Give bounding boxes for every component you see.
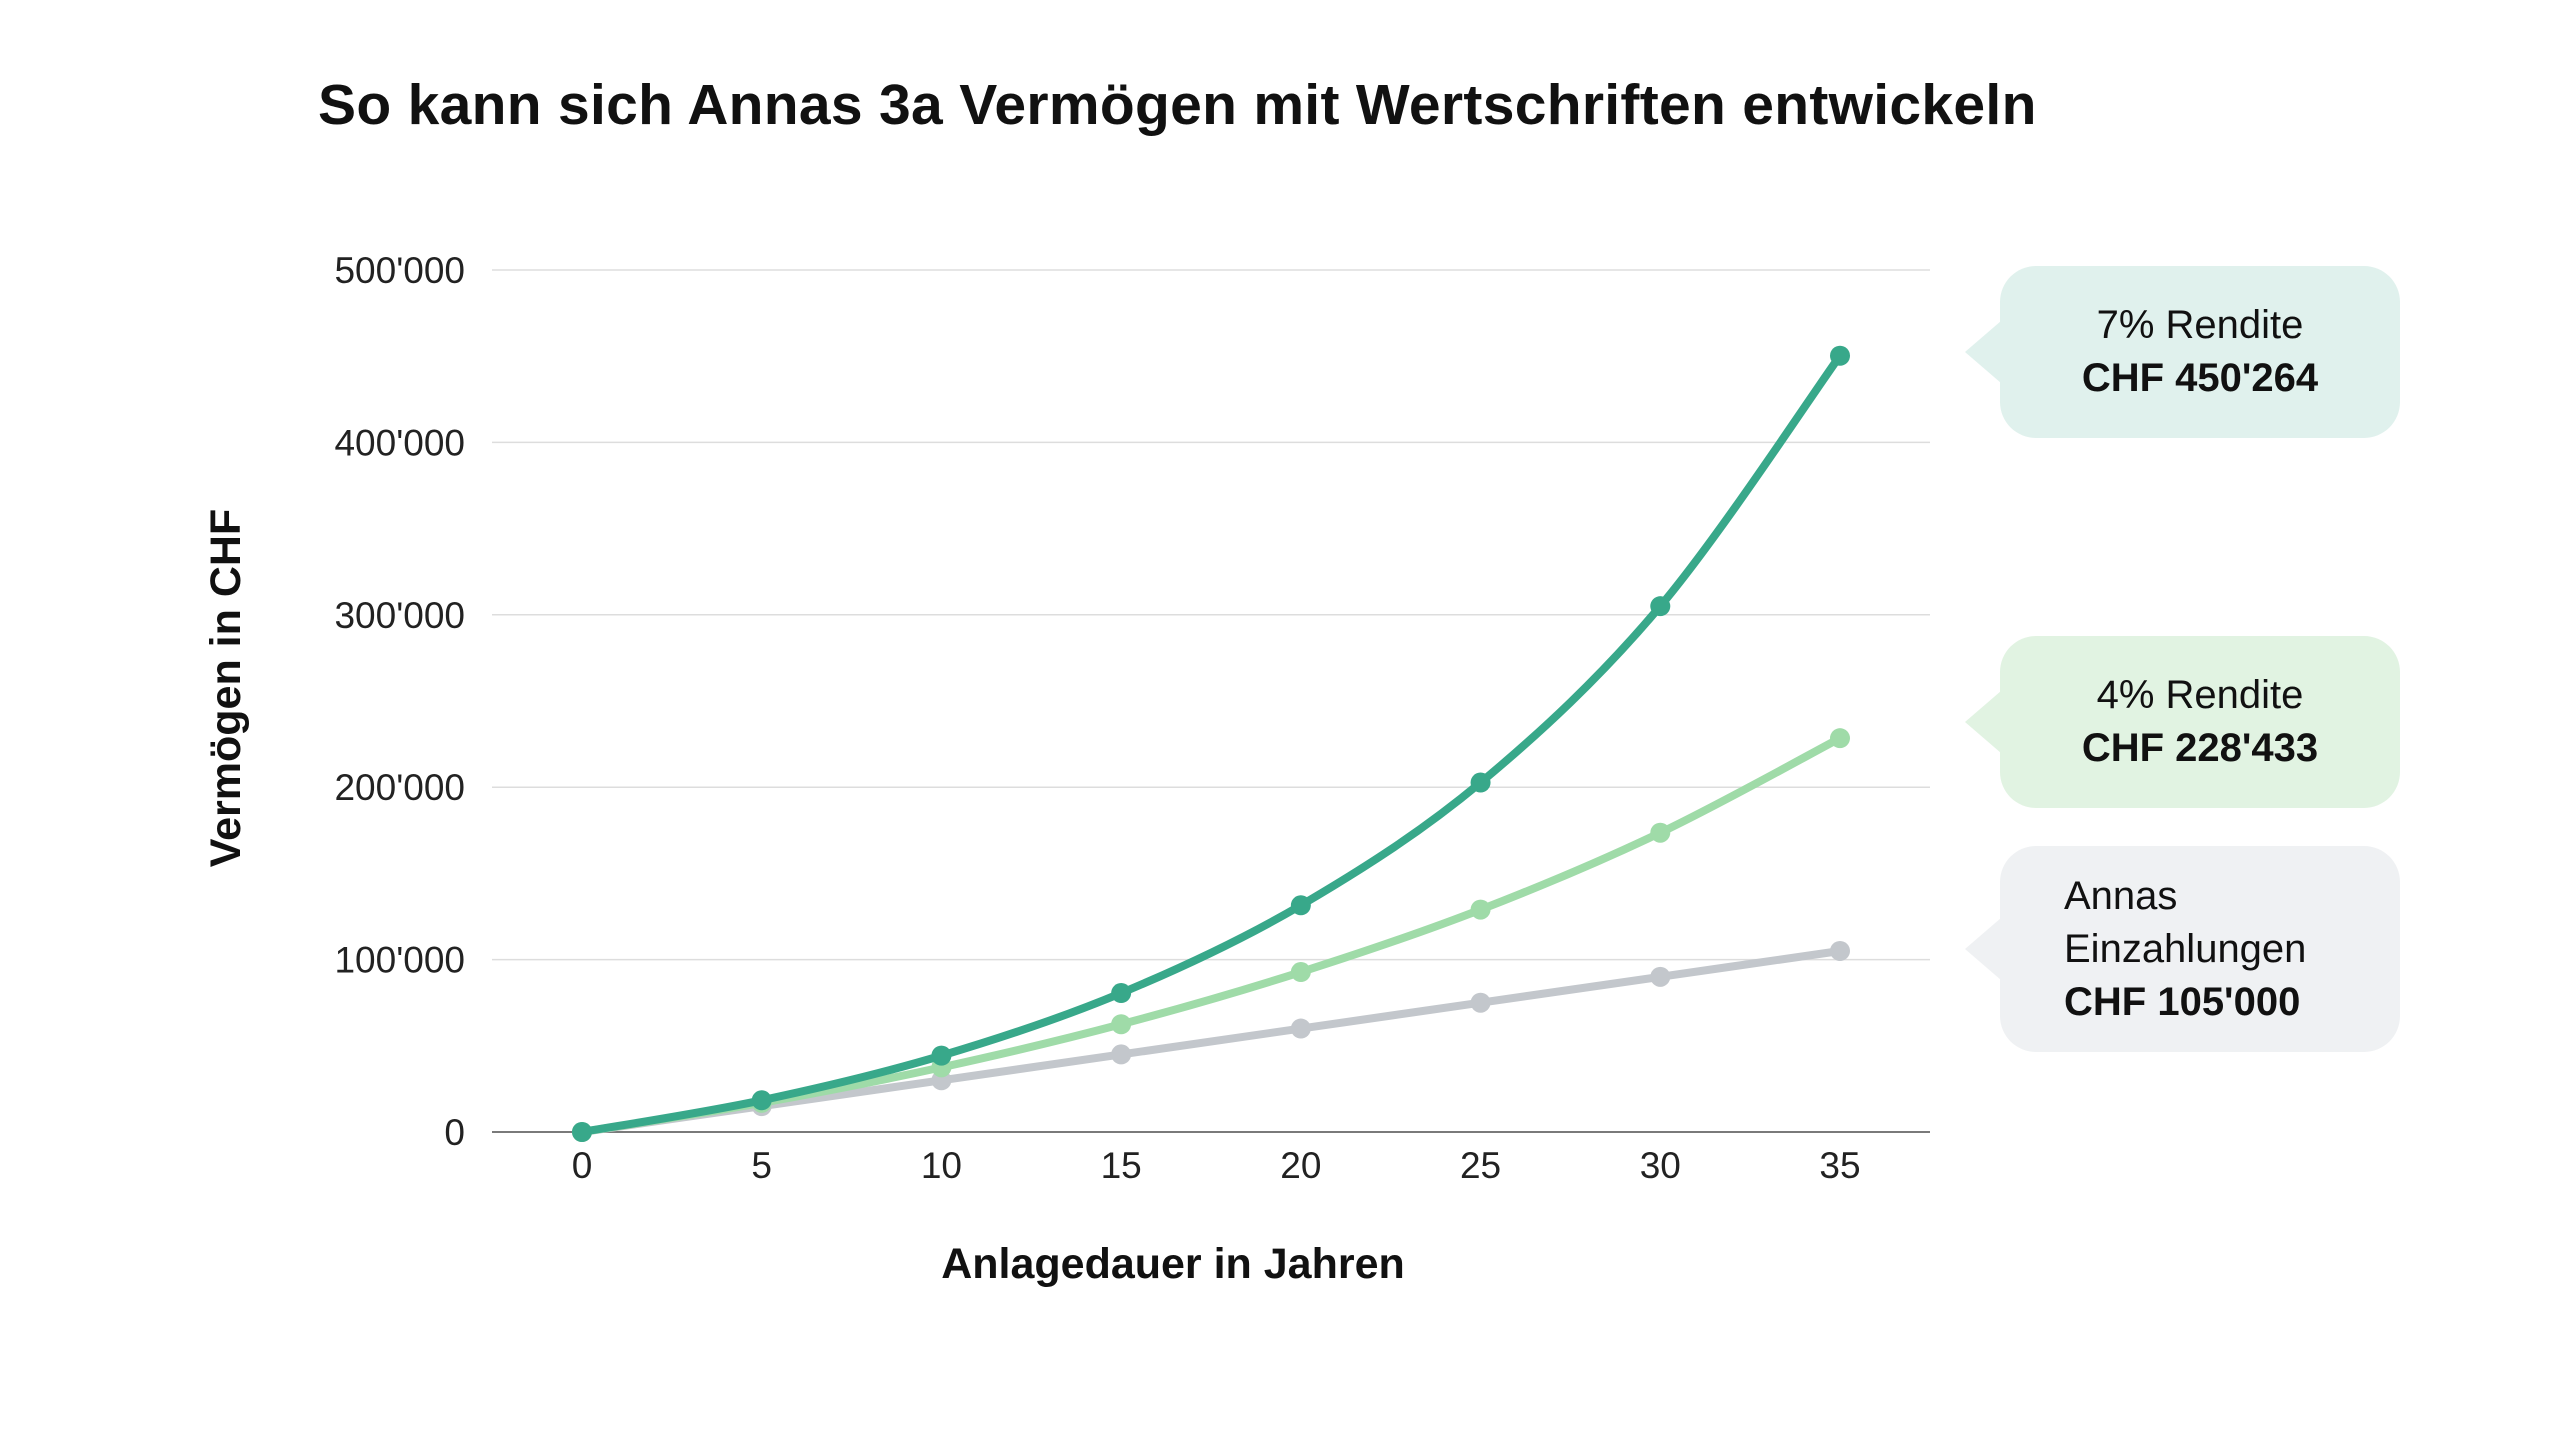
callout-value: CHF 450'264: [2081, 356, 2319, 400]
y-tick-label: 500'000: [334, 250, 465, 291]
series-r4: [572, 728, 1850, 1142]
data-point: [1830, 345, 1850, 366]
data-point: [572, 1122, 592, 1142]
y-tick-label: 400'000: [334, 422, 465, 463]
callout-value: CHF 105'000: [2064, 979, 2301, 1024]
y-tick-label: 200'000: [334, 767, 465, 808]
data-point: [1290, 962, 1311, 983]
data-point: [1290, 895, 1311, 916]
callout-label: 4% Rendite: [2096, 673, 2304, 717]
callout-label: Einzahlungen: [2064, 926, 2307, 971]
callout-4-percent: 4% Rendite CHF 228'433: [1965, 636, 2400, 808]
data-point: [1111, 1014, 1132, 1035]
y-axis-title: Vermögen in CHF: [202, 509, 250, 867]
data-point: [1650, 966, 1671, 987]
data-point: [1650, 596, 1671, 617]
callout-label: 7% Rendite: [2096, 303, 2304, 347]
data-point: [1290, 1018, 1311, 1039]
y-tick-labels: 0 100'000 200'000 300'000 400'000 500'000: [334, 250, 465, 1153]
x-tick-label: 20: [1280, 1145, 1321, 1186]
data-point: [1830, 728, 1850, 749]
chart-title: So kann sich Annas 3a Vermögen mit Werts…: [318, 73, 2037, 137]
x-tick-label: 35: [1819, 1145, 1860, 1186]
y-tick-label: 100'000: [334, 940, 465, 981]
x-tick-label: 5: [751, 1145, 772, 1186]
data-point: [1830, 940, 1850, 961]
y-tick-label: 0: [444, 1112, 465, 1153]
data-point: [931, 1045, 952, 1066]
data-point: [1470, 992, 1491, 1013]
x-tick-label: 10: [921, 1145, 962, 1186]
data-point: [1111, 1044, 1132, 1065]
data-point: [1650, 822, 1671, 843]
series-line: [578, 734, 1844, 1136]
x-tick-label: 30: [1640, 1145, 1681, 1186]
series-line: [578, 351, 1844, 1136]
x-axis-title: Anlagedauer in Jahren: [941, 1240, 1405, 1288]
callout-deposits: Annas Einzahlungen CHF 105'000: [1965, 846, 2400, 1052]
data-point: [751, 1090, 772, 1111]
x-tick-label: 25: [1460, 1145, 1501, 1186]
data-point: [1111, 983, 1132, 1004]
x-tick-label: 15: [1101, 1145, 1142, 1186]
x-tick-labels: 0 5 10 15 20 25 30 35: [572, 1145, 1861, 1186]
gridlines: [492, 269, 1930, 1133]
data-point: [1470, 772, 1491, 793]
series-line: [578, 946, 1844, 1136]
data-point: [1470, 899, 1491, 920]
callout-label: Annas: [2064, 873, 2178, 918]
callout-7-percent: 7% Rendite CHF 450'264: [1965, 266, 2400, 438]
series-r7: [572, 345, 1850, 1142]
series-lines: [572, 345, 1850, 1142]
x-tick-label: 0: [572, 1145, 593, 1186]
callout-value: CHF 228'433: [2081, 726, 2319, 770]
y-tick-label: 300'000: [334, 595, 465, 636]
